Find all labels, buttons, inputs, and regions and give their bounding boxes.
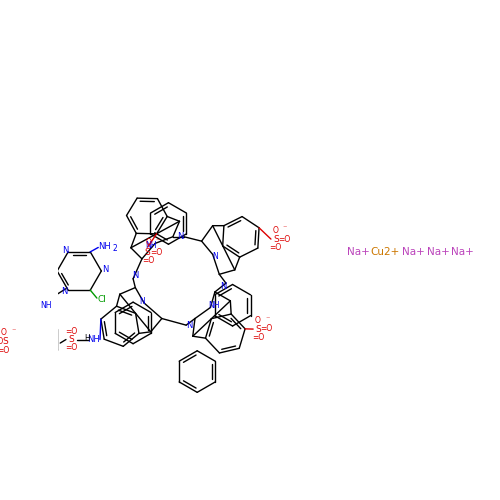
Text: O: O	[146, 238, 152, 247]
Text: =O: =O	[0, 337, 3, 346]
Text: N: N	[132, 271, 138, 280]
Text: S: S	[256, 324, 262, 334]
Text: =O: =O	[0, 346, 10, 355]
Text: S: S	[274, 234, 279, 244]
Text: Cl: Cl	[98, 296, 106, 304]
Text: =O: =O	[278, 234, 290, 244]
Text: N: N	[102, 264, 108, 274]
Text: ⁻: ⁻	[156, 236, 160, 245]
Text: O: O	[272, 226, 278, 234]
Text: S: S	[145, 248, 150, 256]
Text: Cu2+: Cu2+	[370, 247, 400, 257]
Text: O: O	[254, 316, 260, 324]
Text: O: O	[0, 328, 6, 338]
Text: NH: NH	[40, 301, 52, 310]
Text: Na+: Na+	[451, 247, 474, 257]
Text: S: S	[2, 337, 8, 346]
Text: ⁻: ⁻	[11, 326, 16, 336]
Text: N: N	[62, 246, 68, 254]
Text: H: H	[84, 334, 89, 343]
Text: S: S	[68, 335, 74, 344]
Text: 2: 2	[112, 244, 117, 253]
Text: N: N	[62, 288, 68, 296]
Text: N: N	[186, 320, 192, 330]
Text: =O: =O	[252, 332, 264, 342]
Text: =O: =O	[270, 242, 282, 252]
Text: =O: =O	[150, 248, 162, 256]
Text: Na+: Na+	[402, 247, 425, 257]
Text: N: N	[212, 252, 218, 261]
Text: ⁻: ⁻	[282, 224, 286, 232]
Text: NH: NH	[98, 242, 111, 250]
Text: N: N	[220, 282, 227, 291]
Text: Na+: Na+	[347, 247, 370, 257]
Text: NH: NH	[145, 241, 156, 250]
Text: =O: =O	[65, 327, 78, 336]
Text: NH: NH	[208, 301, 220, 310]
Text: =O: =O	[260, 324, 272, 332]
Text: Na+: Na+	[426, 247, 450, 257]
Text: N: N	[177, 232, 184, 241]
Text: N: N	[139, 297, 145, 306]
Text: =O: =O	[142, 256, 154, 264]
Text: NH: NH	[87, 335, 100, 344]
Text: ⁻: ⁻	[265, 314, 270, 323]
Text: =O: =O	[65, 343, 78, 352]
